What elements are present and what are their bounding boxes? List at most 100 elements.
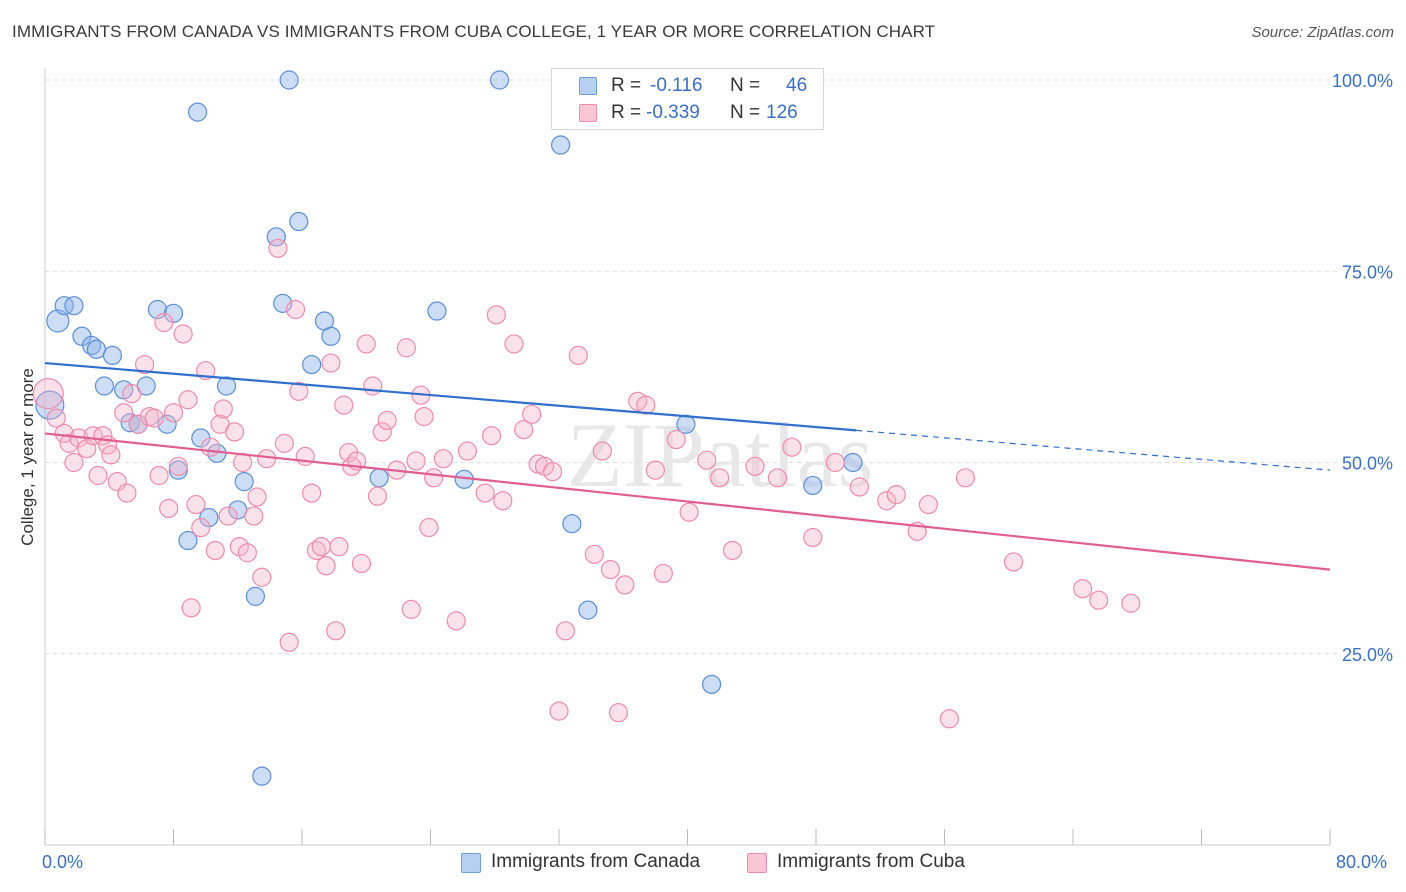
- cuba-point: [274, 433, 294, 453]
- cuba-point: [329, 537, 349, 557]
- cuba-point: [144, 408, 164, 428]
- cuba-point: [159, 498, 179, 518]
- legend-label-cuba: Immigrants from Cuba: [777, 851, 965, 872]
- cuba-point: [200, 437, 221, 457]
- canada-point: [551, 135, 571, 155]
- cuba-point: [645, 460, 665, 480]
- cuba-point: [114, 403, 134, 423]
- y-tick-label: 100.0%: [1332, 71, 1393, 91]
- cuba-point: [722, 540, 743, 561]
- canada-point: [562, 514, 582, 534]
- legend-swatch-cuba: [579, 104, 597, 122]
- cuba-point: [414, 407, 434, 427]
- cuba-point: [1121, 593, 1141, 613]
- cuba-point: [592, 441, 612, 461]
- cuba-point: [377, 410, 397, 431]
- canada-point: [302, 354, 322, 375]
- canada-trend-line: [44, 361, 857, 432]
- cuba-point: [446, 611, 466, 631]
- cuba-point: [939, 709, 959, 729]
- cuba-point: [285, 299, 306, 320]
- source-credit: Source: ZipAtlas.com: [1251, 24, 1394, 41]
- cuba-point: [316, 556, 336, 576]
- cuba-point: [433, 449, 453, 469]
- cuba-point: [600, 559, 621, 580]
- cuba-point: [475, 483, 495, 503]
- cuba-point: [825, 452, 845, 473]
- canada-point: [252, 766, 272, 786]
- canada-point: [701, 674, 722, 694]
- r-value: -0.116: [650, 75, 703, 96]
- cuba-point: [334, 395, 354, 415]
- cuba-point: [181, 598, 201, 618]
- canada-point: [199, 507, 219, 528]
- cuba-point: [918, 494, 939, 515]
- cuba-point: [549, 701, 569, 721]
- cuba-point: [173, 324, 193, 344]
- cuba-point: [289, 381, 309, 401]
- cuba-point: [363, 376, 383, 396]
- cuba-point: [237, 543, 257, 563]
- canada-point: [489, 70, 510, 90]
- cuba-point: [653, 563, 674, 584]
- canada-point: [321, 326, 341, 346]
- canada-point: [427, 301, 447, 321]
- y-axis-title: College, 1 year or more: [18, 368, 37, 546]
- canada-point: [64, 296, 84, 316]
- cuba-point: [555, 621, 576, 641]
- cuba-point: [955, 468, 975, 488]
- n-value: 46: [786, 75, 808, 96]
- canada-point: [578, 600, 598, 620]
- canada-point: [46, 309, 70, 333]
- cuba-point: [710, 468, 730, 488]
- cuba-point: [247, 487, 267, 507]
- cuba-point: [59, 433, 79, 453]
- cuba-point: [356, 334, 376, 354]
- canada-point: [279, 70, 299, 90]
- cuba-point: [122, 384, 142, 404]
- x-tick-max: 80.0%: [1336, 852, 1388, 872]
- cuba-point: [568, 345, 588, 365]
- n-label: N =: [730, 75, 761, 96]
- r-label: R =: [611, 75, 642, 96]
- cuba-point: [886, 485, 906, 505]
- canada-point: [35, 390, 65, 420]
- canada-point: [803, 475, 823, 496]
- canada-point: [120, 413, 140, 433]
- cuba-point: [486, 305, 506, 325]
- cuba-point: [117, 483, 137, 503]
- cuba-point: [372, 422, 392, 442]
- n-value: 126: [766, 102, 798, 123]
- cuba-point: [849, 477, 869, 497]
- canada-point: [843, 452, 863, 473]
- cuba-point: [224, 422, 245, 442]
- cuba-point: [302, 483, 322, 503]
- cuba-point: [154, 312, 174, 333]
- cuba-point: [205, 540, 225, 561]
- cuba-point: [584, 544, 604, 564]
- y-tick-label: 50.0%: [1342, 454, 1393, 474]
- cuba-point: [32, 378, 64, 410]
- cuba-point: [542, 462, 563, 482]
- cuba-point: [424, 468, 444, 488]
- r-label: R =: [611, 102, 642, 123]
- canada-point: [94, 376, 115, 396]
- cuba-point: [367, 486, 388, 506]
- cuba-point: [493, 491, 513, 511]
- cuba-point: [514, 420, 534, 440]
- cuba-point: [1073, 579, 1093, 599]
- legend-row-canada: R = -0.116 N = 46: [552, 74, 823, 100]
- chart-title: IMMIGRANTS FROM CANADA VS IMMIGRANTS FRO…: [12, 22, 936, 41]
- cuba-point: [64, 452, 84, 473]
- series-legend: Immigrants from Canada Immigrants from C…: [0, 851, 1406, 877]
- y-tick-label: 75.0%: [1342, 262, 1393, 282]
- cuba-point: [351, 553, 372, 574]
- cuba-point: [213, 399, 233, 419]
- canada-point: [289, 211, 309, 232]
- cuba-point: [767, 468, 788, 488]
- correlation-legend: R = -0.116 N = 46 R = -0.339 N = 126: [551, 68, 824, 130]
- cuba-point: [1089, 590, 1109, 610]
- cuba-point: [803, 527, 823, 548]
- legend-swatch-canada: [579, 77, 597, 95]
